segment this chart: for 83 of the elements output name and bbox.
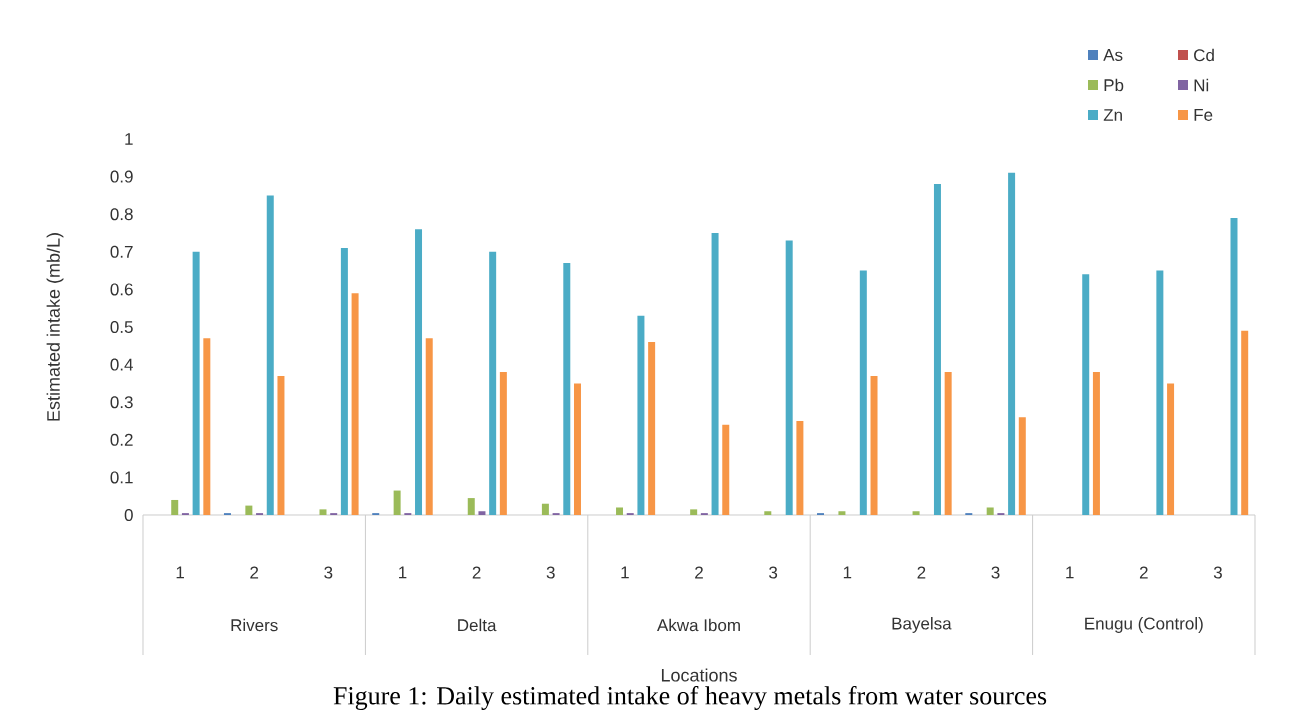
x-tick-label: 2 <box>917 566 926 579</box>
bar <box>637 315 645 515</box>
text: Rivers <box>231 618 278 632</box>
bar <box>722 424 730 515</box>
x-tick-label: 3 <box>769 566 778 579</box>
text: Bayelsa <box>892 617 952 633</box>
bar <box>616 507 624 515</box>
bar <box>393 490 401 515</box>
y-tick-label: 0.1 <box>110 471 133 484</box>
bar <box>467 498 475 515</box>
x-tick-label: 3 <box>1213 566 1222 579</box>
y-tick-label: 0.7 <box>110 245 133 258</box>
y-tick-label: 0.8 <box>110 208 133 221</box>
bar <box>1156 270 1164 515</box>
bar <box>266 195 274 515</box>
bar <box>203 338 211 515</box>
bar <box>785 240 793 515</box>
x-tick-label: 1 <box>621 566 629 579</box>
y-tick-label: 0.5 <box>110 320 133 334</box>
bar <box>499 372 507 515</box>
legend-label: Zn <box>1103 109 1122 121</box>
y-tick-label: 1 <box>125 133 133 145</box>
legend-label: As <box>1103 49 1123 61</box>
bar <box>425 338 433 515</box>
bar <box>171 499 179 515</box>
bar <box>690 509 698 515</box>
x-tick-label: 1 <box>176 566 184 579</box>
bar <box>912 511 920 515</box>
y-tick-label: 0.3 <box>110 396 133 409</box>
bar <box>933 184 941 515</box>
y-tick-label: 0.4 <box>110 358 133 371</box>
legend-label: Cd <box>1194 48 1214 62</box>
bar <box>1018 417 1026 515</box>
legend-label: Fe <box>1194 109 1213 121</box>
bar <box>245 505 253 515</box>
x-axis-title: Locations <box>661 668 737 682</box>
bar <box>859 270 867 515</box>
legend-label: Pb <box>1104 78 1124 92</box>
y-tick-label: 0 <box>124 508 133 522</box>
caption: Figure 1: Daily estimated intake of heavy metals from water sources <box>333 686 1047 710</box>
bar <box>351 293 359 515</box>
x-tick-label: 1 <box>1066 566 1074 579</box>
bar <box>796 421 804 515</box>
x-tick-label: 2 <box>472 566 481 579</box>
bar <box>415 229 423 515</box>
text: Enugu (Control) <box>1085 617 1203 633</box>
legend-label: Ni <box>1194 78 1209 92</box>
x-tick-label: 3 <box>991 566 1000 579</box>
bar <box>1167 383 1175 515</box>
text: Delta <box>458 618 497 632</box>
bar <box>648 342 656 515</box>
bar <box>340 248 348 515</box>
bar <box>1092 372 1100 515</box>
y-tick-label: 0.9 <box>110 170 133 183</box>
bar <box>319 509 327 515</box>
bar <box>541 503 549 515</box>
bar <box>764 511 772 515</box>
text: Akwa Ibom <box>656 618 740 632</box>
y-tick-label: 0.2 <box>110 433 133 446</box>
x-tick-label: 3 <box>324 566 333 579</box>
bar <box>277 375 285 515</box>
bar <box>563 263 571 515</box>
bar <box>1230 217 1238 515</box>
y-axis-title: Estimated intake (mb/L) <box>46 233 64 421</box>
bar <box>870 375 878 515</box>
bar <box>192 251 200 515</box>
bar <box>711 233 719 515</box>
bar <box>1008 172 1016 515</box>
bar <box>944 372 952 515</box>
bar <box>1082 274 1090 515</box>
x-tick-label: 1 <box>399 566 407 579</box>
y-tick-label: 0.6 <box>110 283 133 296</box>
bar <box>489 251 497 515</box>
x-tick-label: 2 <box>1139 566 1148 579</box>
x-tick-label: 2 <box>250 566 259 579</box>
x-tick-label: 3 <box>546 566 555 579</box>
x-tick-label: 1 <box>843 566 852 579</box>
bar <box>986 507 994 515</box>
bar <box>1241 330 1249 515</box>
bar <box>478 511 486 515</box>
bar <box>573 383 581 515</box>
bar <box>838 511 846 515</box>
x-tick-label: 2 <box>695 566 703 579</box>
